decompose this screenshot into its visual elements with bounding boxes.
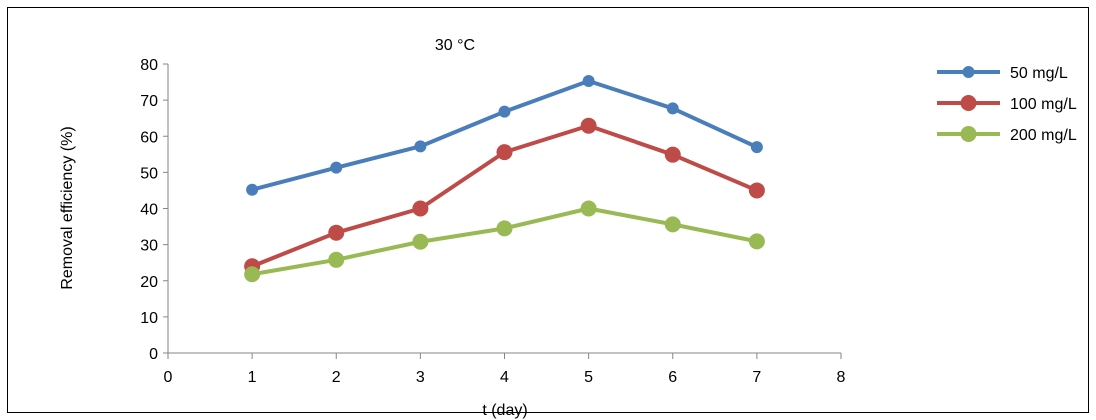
axes: [163, 63, 842, 359]
series-2: [244, 117, 765, 275]
data-point: [664, 216, 681, 233]
y-tick-label: 0: [149, 346, 158, 363]
x-axis-title: t (day): [482, 402, 527, 419]
legend-marker: [960, 95, 977, 111]
x-tick-label: 4: [500, 369, 509, 386]
data-point: [412, 200, 429, 217]
y-tick-label: 70: [140, 93, 158, 110]
x-tick-label: 6: [668, 369, 677, 386]
y-tick-label: 60: [140, 129, 158, 146]
series-layer: [244, 74, 765, 283]
data-point: [748, 182, 765, 199]
data-point: [328, 224, 345, 241]
data-point: [748, 233, 765, 250]
data-point: [246, 183, 259, 196]
series-1: [246, 74, 763, 196]
legend-label: 200 mg/L: [1010, 127, 1077, 144]
x-tick-label: 3: [416, 369, 425, 386]
y-tick-label: 20: [140, 274, 158, 291]
legend-label: 100 mg/L: [1010, 96, 1077, 113]
chart-title: 30 °C: [435, 37, 475, 54]
x-tick-label: 2: [332, 369, 341, 386]
legend-label: 50 mg/L: [1010, 65, 1068, 82]
data-point: [414, 140, 427, 153]
data-point: [582, 74, 595, 87]
data-point: [498, 105, 511, 118]
y-tick-label: 40: [140, 202, 158, 219]
y-tick-label: 80: [140, 57, 158, 74]
x-tick-label: 1: [248, 369, 257, 386]
chart-frame: [7, 7, 1089, 413]
data-point: [244, 266, 261, 283]
legend-item-3: 200 mg/L: [937, 126, 1077, 144]
data-point: [666, 102, 679, 115]
y-tick-label: 50: [140, 165, 158, 182]
tick-labels: 0 10 20 30 40 50 60 70 80 0 1 2 3 4 5 6 7 8: [140, 57, 845, 386]
data-point: [496, 220, 513, 237]
y-tick-label: 30: [140, 238, 158, 255]
series-3: [244, 200, 765, 283]
legend: 50 mg/L 100 mg/L 200 mg/L: [937, 65, 1077, 144]
data-point: [580, 117, 597, 134]
data-point: [412, 233, 429, 250]
x-tick-label: 8: [837, 369, 846, 386]
data-point: [328, 251, 345, 268]
x-tick-label: 0: [164, 369, 173, 386]
data-point: [496, 144, 513, 161]
x-tick-label: 7: [752, 369, 761, 386]
data-point: [750, 141, 763, 154]
legend-item-2: 100 mg/L: [937, 95, 1077, 113]
y-tick-label: 10: [140, 310, 158, 327]
legend-marker: [960, 126, 977, 142]
series-line: [251, 206, 758, 277]
data-point: [580, 200, 597, 217]
data-point: [330, 161, 343, 174]
series-line: [251, 78, 758, 192]
y-axis-title: Removal efficiency (%): [59, 126, 76, 289]
legend-item-1: 50 mg/L: [937, 65, 1068, 82]
legend-marker: [962, 66, 975, 78]
data-point: [664, 146, 681, 163]
x-tick-label: 5: [584, 369, 593, 386]
